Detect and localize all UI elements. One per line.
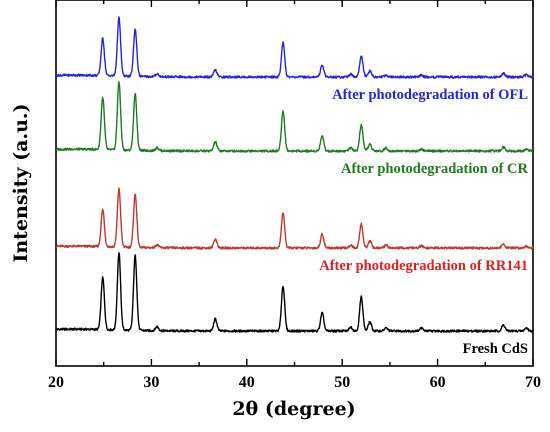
- series-traces: [55, 16, 534, 333]
- trace-after-photodegradation-of-rr141: [55, 187, 534, 250]
- trace-after-photodegradation-of-cr: [55, 81, 534, 153]
- x-tick-label: 50: [334, 374, 350, 391]
- series-label: Fresh CdS: [463, 341, 528, 357]
- x-tick-label: 60: [430, 374, 446, 391]
- series-labels: Fresh CdS After photodegradation of RR141…: [319, 87, 528, 357]
- x-tick-labels: 20 30 40 50 60 70: [48, 374, 541, 391]
- x-tick-label: 30: [143, 374, 159, 391]
- series-label: After photodegradation of RR141: [319, 258, 528, 274]
- series-label: After photodegradation of CR: [341, 161, 529, 177]
- trace-fresh-cds: [55, 252, 534, 333]
- series-label: After photodegradation of OFL: [332, 87, 528, 103]
- x-tick-label: 20: [48, 374, 64, 391]
- x-axis-label: 2θ (degree): [232, 398, 355, 420]
- plot-area: [55, 0, 534, 367]
- y-axis-label: Intensity (a.u.): [10, 103, 32, 262]
- x-ticks: [55, 0, 534, 366]
- trace-after-photodegradation-of-ofl: [55, 16, 534, 79]
- x-tick-label: 70: [525, 374, 541, 391]
- x-tick-label: 40: [239, 374, 255, 391]
